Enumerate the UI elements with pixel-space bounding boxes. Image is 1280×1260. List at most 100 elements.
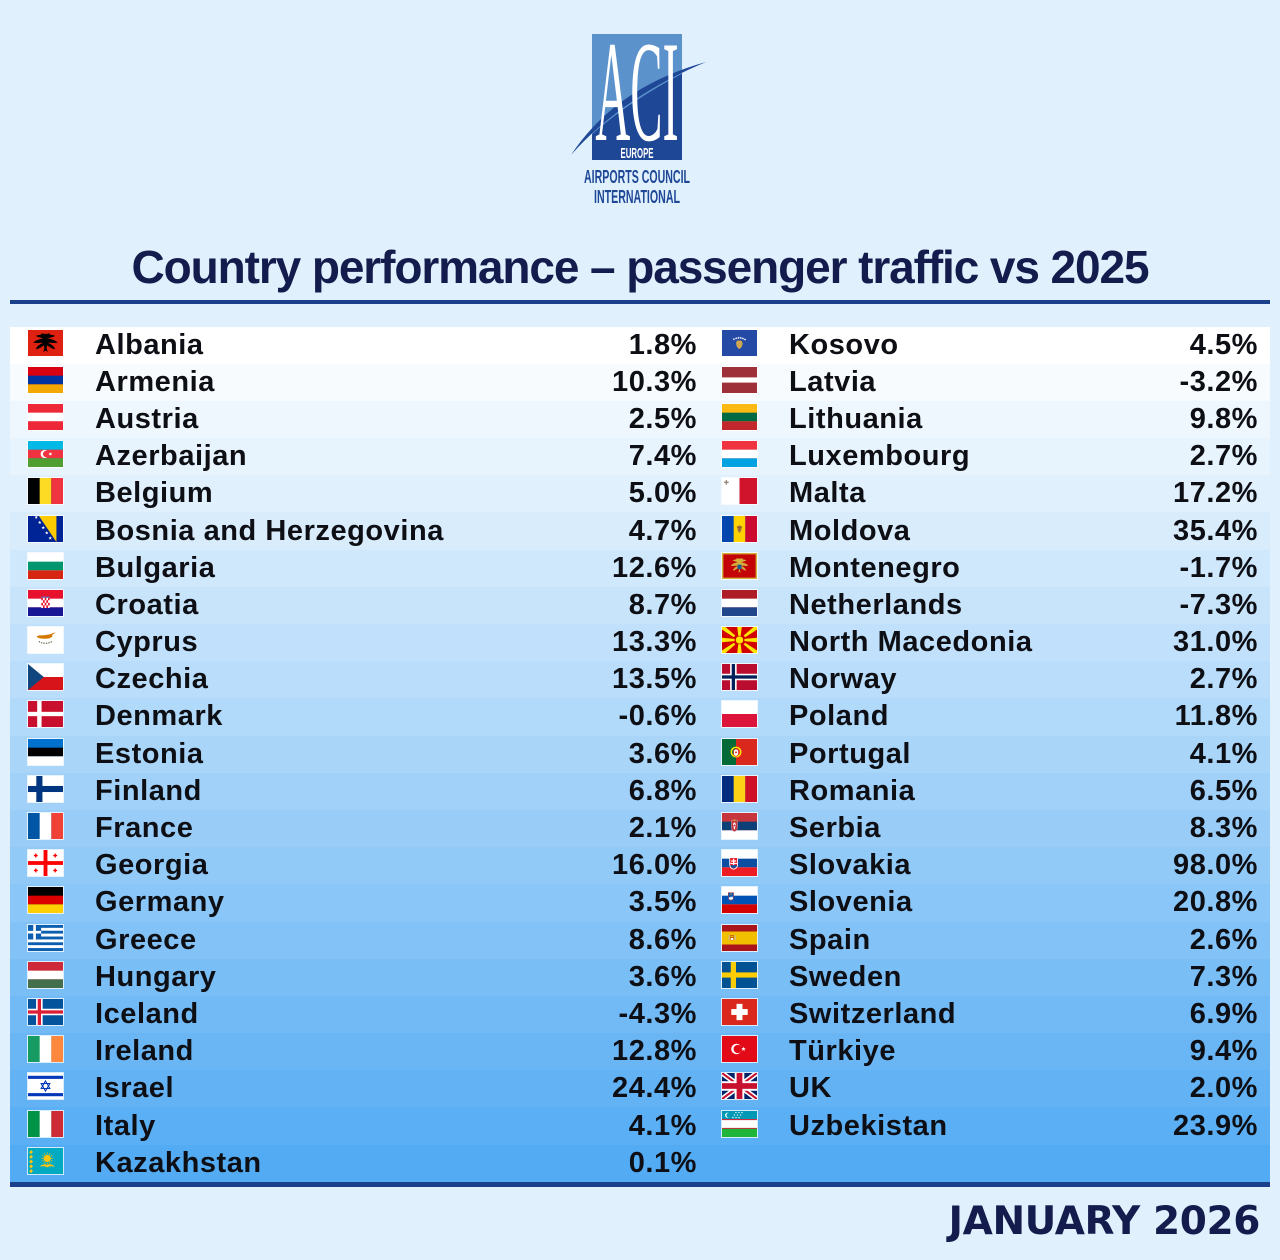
country-value: -7.3% — [1179, 588, 1258, 621]
country-value: 4.1% — [628, 1109, 697, 1142]
country-value: 5.0% — [628, 477, 697, 510]
flag-ba-icon — [28, 515, 63, 542]
table-row: Bulgaria 12.6% Montenegro -1.7% — [10, 549, 1270, 587]
flag-ch-icon — [722, 998, 757, 1025]
flag-gb-icon — [722, 1073, 757, 1100]
country-cell: Uzbekistan 23.9% — [720, 1107, 1270, 1144]
country-name: Finland — [95, 774, 202, 807]
country-cell: Montenegro -1.7% — [720, 550, 1270, 587]
table-row: Croatia 8.7% Netherlands -7.3% — [10, 586, 1270, 624]
country-name: Portugal — [789, 737, 912, 770]
country-name: Norway — [789, 663, 898, 696]
country-cell: Moldova 35.4% — [720, 512, 1270, 549]
country-name: Austria — [95, 402, 199, 435]
country-name: Moldova — [789, 514, 911, 547]
flag-at-icon — [28, 403, 63, 430]
table-bottom-rule — [10, 1182, 1270, 1187]
flag-mt-icon — [722, 478, 757, 505]
country-value: 2.1% — [628, 812, 697, 845]
country-name: Latvia — [789, 365, 877, 398]
country-cell: Norway 2.7% — [720, 661, 1270, 698]
title-underline — [10, 300, 1270, 304]
table-row: Germany 3.5% Slovenia 20.8% — [10, 884, 1270, 922]
flag-pt-icon — [722, 738, 757, 765]
country-cell: Poland 11.8% — [720, 698, 1270, 735]
country-name: North Macedonia — [789, 626, 1033, 659]
country-name: Cyprus — [95, 626, 199, 659]
country-value: 9.8% — [1189, 402, 1258, 435]
flag-al-icon — [28, 329, 63, 356]
country-cell: Israel 24.4% — [10, 1070, 720, 1107]
flag-kz-icon — [28, 1147, 63, 1174]
country-cell: Finland 6.8% — [10, 773, 720, 810]
country-value: 8.7% — [628, 588, 697, 621]
logo-org-line1: AIRPORTS COUNCIL — [584, 167, 690, 187]
country-table: Albania 1.8% Kosovo 4.5% Armenia 10.3% L… — [10, 326, 1270, 1183]
country-cell: Spain 2.6% — [720, 922, 1270, 959]
flag-ee-icon — [28, 738, 63, 765]
country-cell: Sweden 7.3% — [720, 959, 1270, 996]
logo-org-line2: INTERNATIONAL — [594, 187, 680, 207]
flag-lu-icon — [722, 441, 757, 468]
country-name: Belgium — [95, 477, 214, 510]
table-row: Israel 24.4% UK 2.0% — [10, 1070, 1270, 1108]
country-cell: Kosovo 4.5% — [720, 327, 1270, 364]
flag-pl-icon — [722, 701, 757, 728]
aci-europe-logo: ACI EUROPE AIRPORTS COUNCIL INTERNATIONA… — [530, 13, 750, 210]
country-cell: Latvia -3.2% — [720, 364, 1270, 401]
table-row: Belgium 5.0% Malta 17.2% — [10, 475, 1270, 513]
flag-me-icon — [722, 552, 757, 579]
flag-il-icon — [28, 1073, 63, 1100]
country-name: Czechia — [95, 663, 209, 696]
country-value: 12.8% — [612, 1035, 697, 1068]
flag-is-icon — [28, 998, 63, 1025]
flag-ie-icon — [28, 1036, 63, 1063]
country-value: 24.4% — [612, 1072, 697, 1105]
country-value: 6.9% — [1189, 997, 1258, 1030]
country-cell: Italy 4.1% — [10, 1107, 720, 1144]
logo-acronym: ACI — [595, 25, 678, 172]
country-value: -1.7% — [1179, 551, 1258, 584]
country-cell: Türkiye 9.4% — [720, 1033, 1270, 1070]
flag-de-icon — [28, 887, 63, 914]
country-value: 8.3% — [1189, 812, 1258, 845]
country-value: 98.0% — [1173, 849, 1258, 882]
country-name: Serbia — [789, 812, 881, 845]
country-cell: Germany 3.5% — [10, 884, 720, 921]
flag-lv-icon — [722, 366, 757, 393]
flag-fi-icon — [28, 775, 63, 802]
country-cell: Slovenia 20.8% — [720, 884, 1270, 921]
period-label: JANUARY 2026 — [948, 1199, 1261, 1244]
country-name: Italy — [95, 1109, 156, 1142]
country-value: 4.7% — [628, 514, 697, 547]
country-value: 4.1% — [1189, 737, 1258, 770]
table-row: France 2.1% Serbia 8.3% — [10, 809, 1270, 848]
country-name: Kazakhstan — [95, 1146, 262, 1179]
flag-cz-icon — [28, 664, 63, 691]
country-cell: Serbia 8.3% — [720, 810, 1270, 847]
country-name: Luxembourg — [789, 440, 971, 473]
flag-lt-icon — [722, 403, 757, 430]
country-name: Iceland — [95, 997, 199, 1030]
country-value: 2.6% — [1189, 923, 1258, 956]
flag-fr-icon — [28, 813, 63, 840]
country-cell: Denmark -0.6% — [10, 698, 720, 735]
country-name: France — [95, 812, 194, 845]
country-name: Azerbaijan — [95, 440, 248, 473]
country-cell: Iceland -4.3% — [10, 996, 720, 1033]
country-cell: Cyprus 13.3% — [10, 624, 720, 661]
table-row: Georgia 16.0% Slovakia 98.0% — [10, 847, 1270, 885]
country-cell: Malta 17.2% — [720, 475, 1270, 512]
flag-cy-icon — [28, 627, 63, 654]
country-value: 2.5% — [628, 402, 697, 435]
country-name: Kosovo — [789, 328, 899, 361]
flag-be-icon — [28, 478, 63, 505]
country-name: Lithuania — [789, 402, 923, 435]
country-name: Germany — [95, 886, 225, 919]
flag-md-icon — [722, 515, 757, 542]
table-row: Ireland 12.8% Türkiye 9.4% — [10, 1033, 1270, 1071]
country-name: Türkiye — [789, 1035, 897, 1068]
country-value: 7.3% — [1189, 960, 1258, 993]
country-name: Bulgaria — [95, 551, 216, 584]
